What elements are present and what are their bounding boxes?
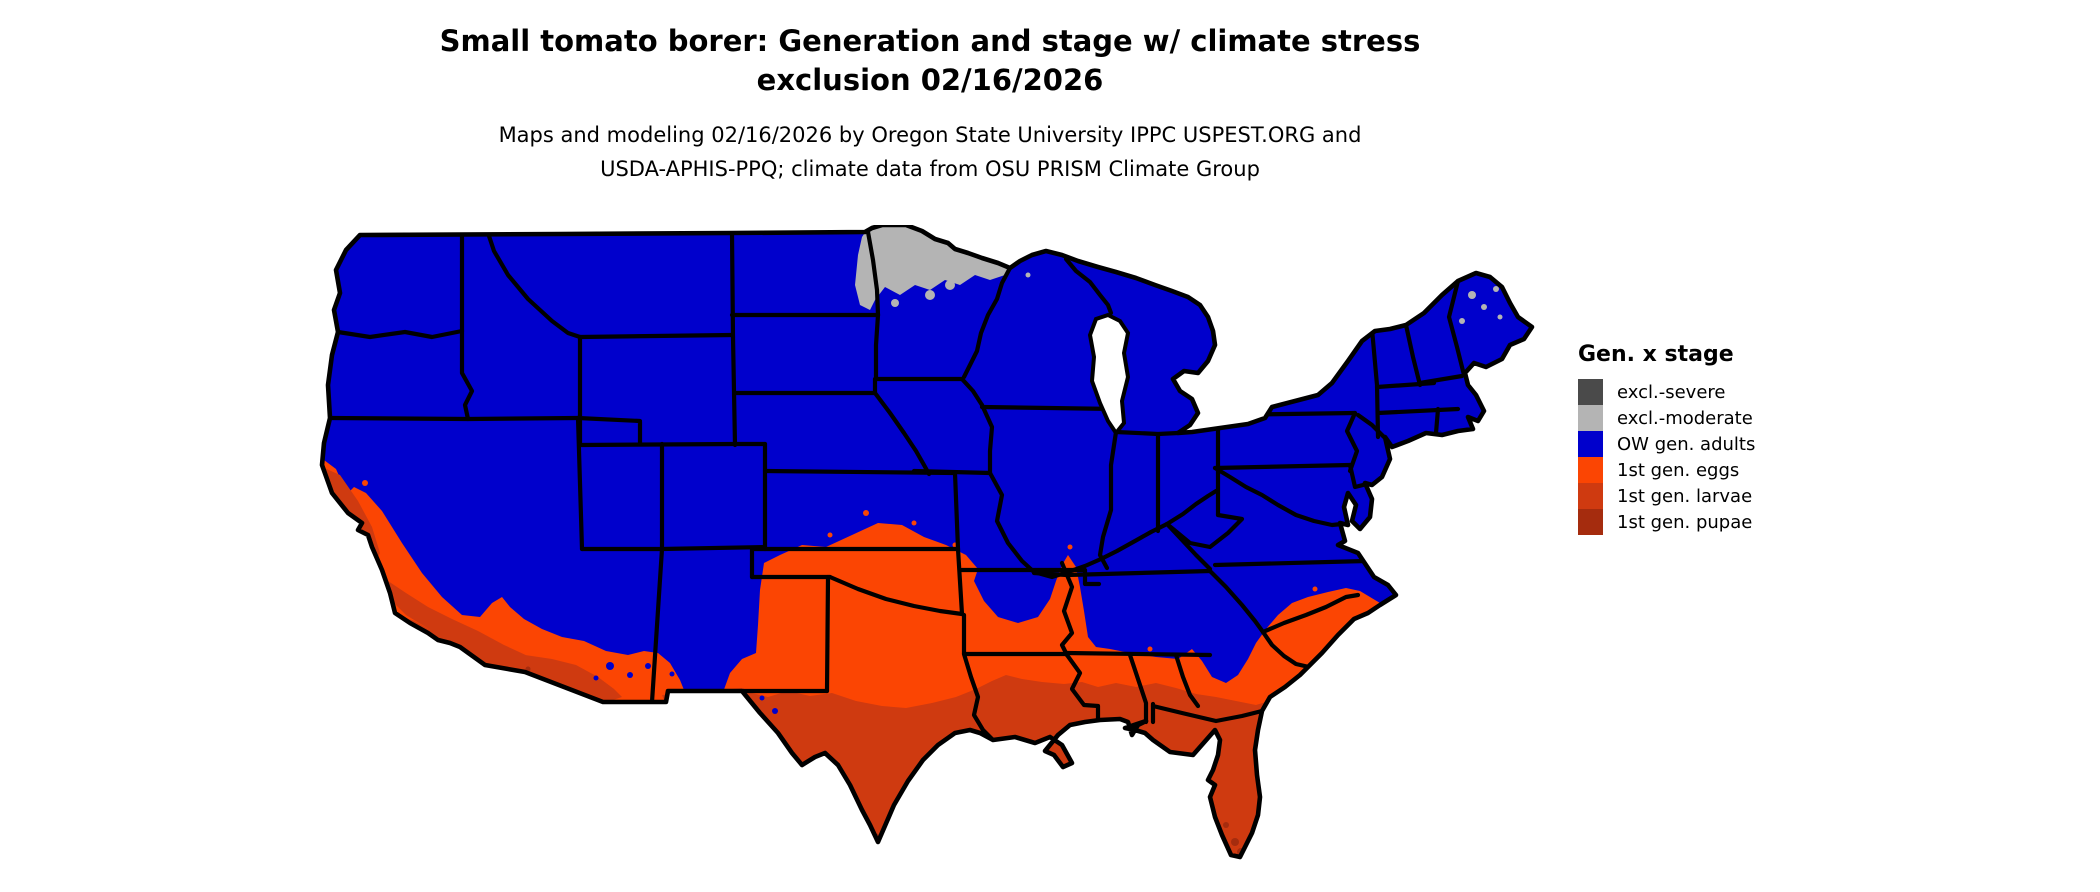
title-line-2: exclusion 02/16/2026 bbox=[756, 63, 1104, 97]
legend-swatch-ow-gen-adults bbox=[1578, 431, 1603, 457]
state-borders bbox=[327, 229, 1467, 743]
legend-swatch-excl-severe bbox=[1578, 379, 1603, 405]
us-map bbox=[319, 222, 1535, 860]
legend-label: OW gen. adults bbox=[1617, 433, 1756, 455]
legend: Gen. x stage excl.-severe excl.-moderate… bbox=[1578, 342, 1755, 535]
legend-swatch-1st-gen-eggs bbox=[1578, 457, 1603, 483]
legend-item-excl-severe: excl.-severe bbox=[1578, 379, 1755, 405]
subtitle-line-1: Maps and modeling 02/16/2026 by Oregon S… bbox=[498, 123, 1362, 147]
legend-label: excl.-moderate bbox=[1617, 407, 1753, 429]
legend-item-1st-gen-pupae: 1st gen. pupae bbox=[1578, 509, 1755, 535]
legend-item-excl-moderate: excl.-moderate bbox=[1578, 405, 1755, 431]
us-outline bbox=[319, 222, 1535, 860]
legend-item-1st-gen-eggs: 1st gen. eggs bbox=[1578, 457, 1755, 483]
subtitle-line-2: USDA-APHIS-PPQ; climate data from OSU PR… bbox=[600, 157, 1260, 181]
map-subtitle: Maps and modeling 02/16/2026 by Oregon S… bbox=[0, 118, 1860, 186]
legend-item-ow-gen-adults: OW gen. adults bbox=[1578, 431, 1755, 457]
legend-swatch-1st-gen-larvae bbox=[1578, 483, 1603, 509]
legend-title: Gen. x stage bbox=[1578, 342, 1734, 367]
boundary-noise-specks bbox=[362, 480, 1318, 652]
region-excl-moderate bbox=[855, 225, 1503, 324]
legend-swatch-excl-moderate bbox=[1578, 405, 1603, 431]
legend-label: 1st gen. pupae bbox=[1617, 511, 1753, 533]
legend-item-1st-gen-larvae: 1st gen. larvae bbox=[1578, 483, 1755, 509]
map-title: Small tomato borer: Generation and stage… bbox=[0, 22, 1860, 100]
legend-swatch-1st-gen-pupae bbox=[1578, 509, 1603, 535]
legend-label: excl.-severe bbox=[1617, 381, 1726, 403]
title-line-1: Small tomato borer: Generation and stage… bbox=[439, 24, 1421, 58]
legend-label: 1st gen. larvae bbox=[1617, 485, 1753, 507]
legend-label: 1st gen. eggs bbox=[1617, 459, 1740, 481]
us-map-container bbox=[310, 222, 1540, 880]
lake-michigan bbox=[1087, 312, 1131, 437]
